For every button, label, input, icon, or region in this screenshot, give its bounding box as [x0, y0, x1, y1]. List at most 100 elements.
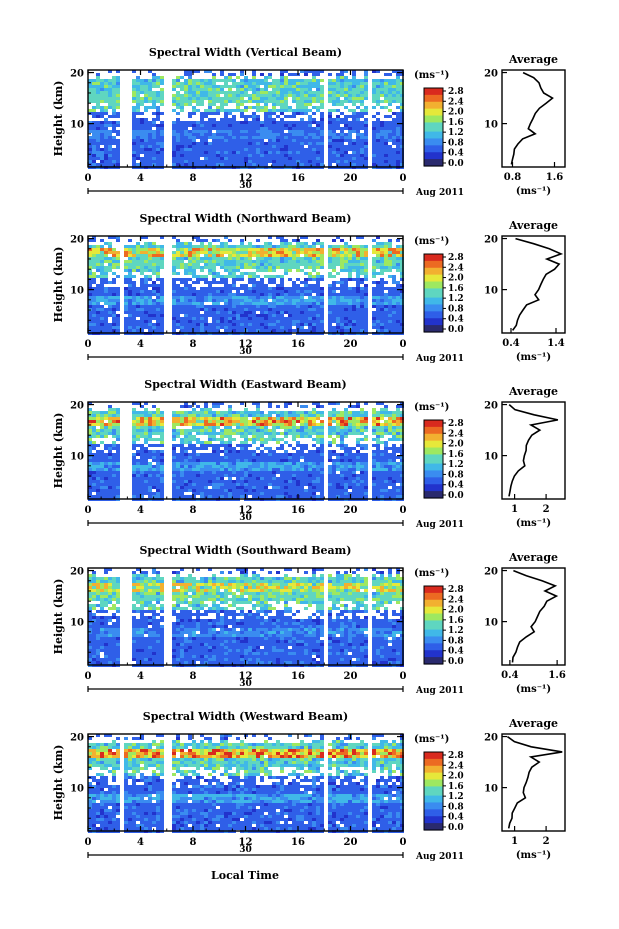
- heatmap-cell: [372, 163, 376, 166]
- heatmap-cell: [288, 148, 292, 151]
- heatmap-cell: [316, 157, 320, 160]
- colorbar-step: [424, 276, 443, 280]
- heatmap-cell: [148, 477, 152, 480]
- heatmap-cell: [216, 112, 220, 115]
- heatmap-cell: [172, 326, 176, 329]
- heatmap-cell: [228, 251, 232, 254]
- heatmap-cell: [232, 154, 236, 157]
- heatmap-cell: [244, 124, 248, 127]
- heatmap-cell: [348, 296, 352, 299]
- heatmap-cell: [96, 287, 100, 290]
- heatmap-cell: [140, 483, 144, 486]
- heatmap-cell: [356, 299, 360, 302]
- heatmap-cell: [100, 130, 104, 133]
- heatmap-cell: [220, 139, 224, 142]
- heatmap-cell: [144, 251, 148, 254]
- heatmap-cell: [392, 157, 396, 160]
- heatmap-cell: [88, 245, 92, 248]
- heatmap-cell: [308, 118, 312, 121]
- heatmap-cell: [260, 121, 264, 124]
- heatmap-cell: [116, 85, 120, 88]
- heatmap-cell: [216, 287, 220, 290]
- heatmap-cell: [196, 459, 200, 462]
- heatmap-cell: [136, 411, 140, 414]
- heatmap-cell: [320, 266, 324, 269]
- heatmap-cell: [288, 139, 292, 142]
- heatmap-cell: [188, 290, 192, 293]
- heatmap-cell: [180, 130, 184, 133]
- heatmap-cell: [212, 73, 216, 76]
- heatmap-cell: [240, 305, 244, 308]
- heatmap-cell: [176, 314, 180, 317]
- heatmap-cell: [248, 311, 252, 314]
- heatmap-cell: [296, 94, 300, 97]
- heatmap-cell: [352, 112, 356, 115]
- heatmap-cell: [124, 293, 128, 296]
- heatmap-cell: [100, 91, 104, 94]
- heatmap-cell: [108, 148, 112, 151]
- heatmap-cell: [132, 492, 136, 495]
- heatmap-cell: [332, 290, 336, 293]
- heatmap-cell: [140, 91, 144, 94]
- heatmap-cell: [112, 290, 116, 293]
- heatmap-cell: [196, 314, 200, 317]
- heatmap-cell: [160, 130, 164, 133]
- heatmap-cell: [344, 326, 348, 329]
- heatmap-cell: [92, 435, 96, 438]
- heatmap-cell: [276, 94, 280, 97]
- heatmap-cell: [112, 82, 116, 85]
- heatmap-cell: [284, 121, 288, 124]
- heatmap-cell: [252, 145, 256, 148]
- heatmap-cell: [384, 323, 388, 326]
- heatmap-cell: [292, 109, 296, 112]
- heatmap-cell: [252, 260, 256, 263]
- heatmap-cell: [396, 118, 400, 121]
- heatmap-cell: [372, 121, 376, 124]
- colorbar-step: [424, 92, 443, 96]
- heatmap-cell: [184, 136, 188, 139]
- heatmap-cell: [296, 278, 300, 281]
- heatmap-cell: [264, 100, 268, 103]
- heatmap-cell: [196, 438, 200, 441]
- heatmap-cell: [232, 302, 236, 305]
- heatmap-cell: [188, 320, 192, 323]
- heatmap-cell: [204, 323, 208, 326]
- heatmap-cell: [212, 293, 216, 296]
- heatmap-cell: [340, 284, 344, 287]
- heatmap-cell: [352, 154, 356, 157]
- heatmap-cell: [212, 148, 216, 151]
- heatmap-cell: [136, 245, 140, 248]
- heatmap-cell: [396, 82, 400, 85]
- heatmap-cell: [100, 456, 104, 459]
- heatmap-cell: [312, 151, 316, 154]
- heatmap-cell: [224, 142, 228, 145]
- heatmap-cell: [312, 269, 316, 272]
- heatmap-cell: [100, 314, 104, 317]
- heatmap-cell: [228, 133, 232, 136]
- heatmap-cell: [256, 320, 260, 323]
- heatmap-cell: [112, 109, 116, 112]
- heatmap-cell: [204, 70, 208, 73]
- heatmap-cell: [308, 133, 312, 136]
- heatmap-cell: [328, 248, 332, 251]
- heatmap-cell: [340, 251, 344, 254]
- heatmap-cell: [108, 290, 112, 293]
- heatmap-cell: [180, 133, 184, 136]
- heatmap-cell: [196, 278, 200, 281]
- heatmap-cell: [252, 320, 256, 323]
- heatmap-cell: [264, 299, 268, 302]
- heatmap-cell: [220, 293, 224, 296]
- heatmap-cell: [156, 85, 160, 88]
- heatmap-cell: [188, 483, 192, 486]
- heatmap-cell: [188, 432, 192, 435]
- heatmap-cell: [188, 82, 192, 85]
- heatmap-cell: [196, 323, 200, 326]
- heatmap-cell: [380, 248, 384, 251]
- heatmap-cell: [292, 91, 296, 94]
- heatmap-cell: [340, 91, 344, 94]
- heatmap-cell: [360, 97, 364, 100]
- heatmap-cell: [180, 405, 184, 408]
- heatmap-cell: [400, 251, 404, 254]
- heatmap-cell: [236, 127, 240, 130]
- heatmap-cell: [176, 423, 180, 426]
